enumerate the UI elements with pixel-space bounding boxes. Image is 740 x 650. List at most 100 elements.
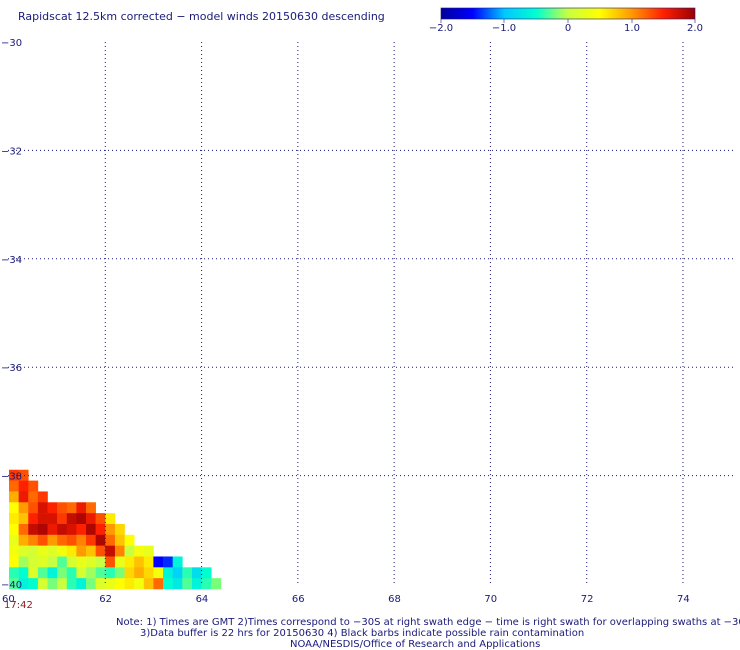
heatmap-cell	[134, 545, 145, 557]
heatmap-cell	[124, 534, 135, 546]
chart-title: Rapidscat 12.5km corrected − model winds…	[18, 10, 385, 23]
heatmap-cell	[105, 578, 116, 590]
heatmap-cell	[86, 567, 96, 579]
heatmap-cells	[9, 469, 222, 590]
heatmap-cell	[191, 567, 202, 579]
y-tick-label: −32	[1, 146, 22, 157]
heatmap-cell	[47, 513, 58, 525]
x-tick-label: 62	[99, 594, 112, 605]
heatmap-cell	[134, 567, 145, 579]
heatmap-cell	[76, 578, 87, 590]
heatmap-cell	[143, 545, 154, 557]
x-tick-label: 74	[677, 594, 690, 605]
heatmap-cell	[114, 567, 125, 579]
heatmap-cell	[28, 578, 39, 590]
heatmap-cell	[47, 578, 58, 590]
heatmap-cell	[18, 578, 29, 590]
heatmap-cell	[9, 491, 19, 503]
heatmap-cell	[124, 556, 135, 568]
heatmap-cell	[86, 556, 96, 568]
heatmap-cell	[57, 556, 68, 568]
heatmap-cell	[66, 513, 77, 525]
heatmap-cell	[66, 556, 77, 568]
heatmap-cell	[76, 513, 87, 525]
heatmap-cell	[66, 578, 77, 590]
y-tick-label: −36	[1, 363, 22, 374]
heatmap-cell	[9, 556, 19, 568]
x-tick-label: 72	[581, 594, 594, 605]
heatmap-cell	[18, 523, 29, 536]
heatmap-cell	[105, 567, 116, 579]
heatmap-cell	[18, 469, 29, 481]
heatmap-cell	[105, 534, 116, 546]
heatmap-cell	[124, 567, 135, 579]
heatmap-cell	[57, 534, 68, 546]
heatmap-cell	[28, 523, 39, 536]
heatmap-cell	[9, 545, 19, 557]
heatmap-cell	[9, 469, 19, 481]
heatmap-cell	[95, 513, 106, 525]
heatmap-cell	[95, 545, 106, 557]
heatmap-cell	[86, 513, 96, 525]
y-tick-label: −30	[1, 38, 22, 49]
heatmap-cell	[9, 523, 19, 536]
note-line-2: 3)Data buffer is 22 hrs for 20150630 4) …	[140, 628, 584, 639]
heatmap-cell	[66, 502, 77, 514]
note-line-1: Note: 1) Times are GMT 2)Times correspon…	[116, 617, 740, 628]
heatmap-cell	[95, 556, 106, 568]
heatmap-cell	[57, 578, 68, 590]
note-line-3: NOAA/NESDIS/Office of Research and Appli…	[290, 639, 540, 650]
heatmap-cell	[76, 523, 87, 536]
heatmap-cell	[66, 545, 77, 557]
heatmap-cell	[182, 567, 193, 579]
heatmap-cell	[172, 567, 183, 579]
heatmap-cell	[172, 578, 183, 590]
heatmap-cell	[66, 567, 77, 579]
heatmap-cell	[76, 567, 87, 579]
heatmap-cell	[66, 523, 77, 536]
heatmap-cell	[143, 578, 154, 590]
heatmap-cell	[95, 578, 106, 590]
heatmap-cell	[37, 545, 48, 557]
swath-time-label: 17:42	[4, 600, 33, 611]
heatmap-cell	[28, 491, 39, 503]
heatmap-cell	[18, 556, 29, 568]
colorbar-tick-label: 2.0	[687, 23, 703, 34]
heatmap-cell	[37, 523, 48, 536]
heatmap-cell	[211, 578, 222, 590]
heatmap-cell	[114, 545, 125, 557]
x-tick-label: 66	[292, 594, 305, 605]
heatmap-cell	[28, 534, 39, 546]
colorbar-tick-label: −2.0	[429, 23, 453, 34]
heatmap-cell	[134, 556, 145, 568]
heatmap-cell	[57, 502, 68, 514]
heatmap-cell	[76, 556, 87, 568]
colorbar: −2.0 −1.0 0 1.0 2.0	[429, 7, 703, 34]
heatmap-cell	[28, 480, 39, 492]
heatmap-cell	[114, 578, 125, 590]
heatmap-cell	[114, 534, 125, 546]
x-tick-label: 68	[388, 594, 401, 605]
x-tick-label: 70	[484, 594, 497, 605]
heatmap-cell	[105, 523, 116, 536]
heatmap-cell	[76, 534, 87, 546]
grid-lines	[8, 42, 735, 584]
heatmap-cell	[47, 567, 58, 579]
heatmap-cell	[163, 556, 173, 568]
heatmap-cell	[124, 578, 135, 590]
heatmap-cell	[37, 491, 48, 503]
heatmap-cell	[37, 534, 48, 546]
heatmap-cell	[114, 556, 125, 568]
heatmap-cell	[18, 491, 29, 503]
heatmap-cell	[76, 502, 87, 514]
heatmap-cell	[9, 578, 19, 590]
heatmap-cell	[18, 502, 29, 514]
heatmap-cell	[37, 502, 48, 514]
heatmap-cell	[28, 502, 39, 514]
heatmap-cell	[9, 513, 19, 525]
heatmap-cell	[9, 567, 19, 579]
heatmap-cell	[47, 502, 58, 514]
heatmap-cell	[134, 578, 145, 590]
heatmap-cell	[57, 545, 68, 557]
heatmap-cell	[201, 567, 212, 579]
